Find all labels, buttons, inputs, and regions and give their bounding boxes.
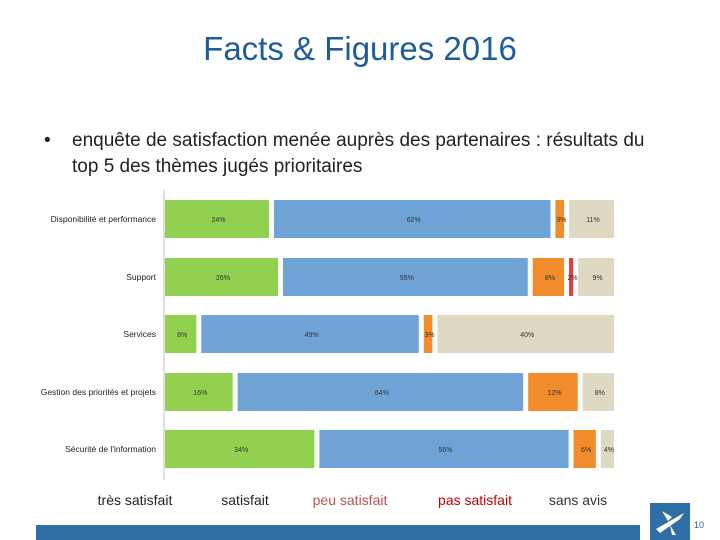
data-label: 8% [177, 332, 187, 339]
bar-segment [165, 315, 197, 353]
bar-segment [532, 258, 565, 296]
bar-segment [578, 258, 614, 296]
data-label: 8% [595, 390, 605, 397]
bar-segment [283, 258, 528, 296]
data-label: 56% [438, 447, 452, 454]
category-label: Disponibilité et performance [51, 214, 157, 224]
legend-label: peu satisfait [313, 492, 388, 508]
category-label: Gestion des priorités et projets [41, 387, 156, 397]
bar-segment [569, 258, 574, 296]
footer-bar [36, 525, 640, 540]
bullet-dot-icon: • [44, 130, 51, 151]
bar-segment [573, 430, 596, 468]
data-label: 62% [407, 217, 421, 224]
data-label: 40% [520, 332, 534, 339]
bar-segment [273, 200, 551, 238]
bar-segment [165, 258, 279, 296]
data-label: 9% [593, 275, 603, 282]
data-label: 55% [400, 275, 414, 282]
bar-segment [165, 200, 269, 238]
data-label: 4% [604, 447, 614, 454]
category-label: Services [123, 329, 156, 339]
bar-segment [201, 315, 419, 353]
data-label: 11% [586, 217, 600, 224]
data-label: 49% [305, 332, 319, 339]
bar-segment [582, 373, 614, 411]
data-label: 12% [547, 390, 561, 397]
data-label: 16% [193, 390, 207, 397]
logo-icon [650, 503, 690, 540]
bar-segment [165, 373, 233, 411]
category-label: Support [126, 272, 156, 282]
data-label: 26% [216, 275, 230, 282]
data-label: 24% [211, 217, 225, 224]
legend-label: pas satisfait [438, 492, 512, 508]
data-label: 3% [425, 332, 435, 339]
category-label: Sécurité de l'information [65, 444, 156, 454]
bar-segment [528, 373, 578, 411]
data-label: 64% [375, 390, 389, 397]
data-label: 8% [545, 275, 555, 282]
bar-segment [237, 373, 524, 411]
data-label: 2% [568, 275, 578, 282]
legend-label: satisfait [221, 492, 269, 508]
page-number: 10 [694, 520, 705, 530]
bar-segment [319, 430, 569, 468]
bar-segment [600, 430, 614, 468]
bar-segment [569, 200, 614, 238]
bar-segment [555, 200, 565, 238]
bar-segment [165, 430, 315, 468]
data-label: 6% [581, 447, 591, 454]
slide-title: Facts & Figures 2016 [203, 30, 517, 67]
legend-label: sans avis [549, 492, 607, 508]
bar-segment [437, 315, 614, 353]
legend-label: très satisfait [98, 492, 173, 508]
data-label: 34% [234, 447, 248, 454]
data-label: 3% [556, 217, 566, 224]
bullet-text: enquête de satisfaction menée auprès des… [72, 130, 645, 177]
bar-segment [423, 315, 433, 353]
